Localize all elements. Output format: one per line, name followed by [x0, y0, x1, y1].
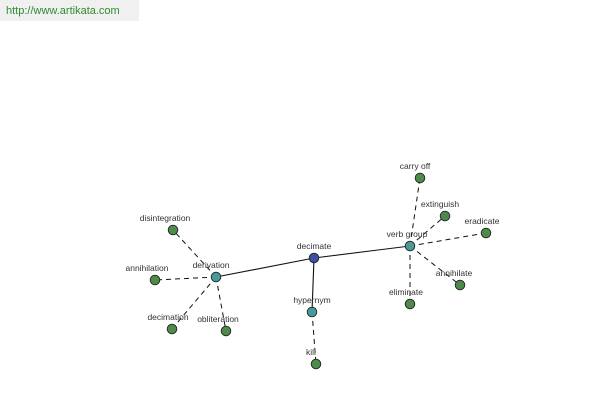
edge-derivation-obliteration: [215, 276, 227, 332]
relation-node-circle-hypernym[interactable]: [306, 306, 318, 318]
center-node-label-decimate: decimate: [297, 241, 332, 251]
word-node-obliteration[interactable]: obliteration: [197, 314, 239, 337]
word-node-label-eradicate: eradicate: [465, 216, 500, 226]
relation-node-label-derivation: derivation: [193, 260, 230, 270]
word-node-label-obliteration: obliteration: [197, 314, 239, 324]
word-node-label-decimation: decimation: [147, 312, 188, 322]
edge-decimate-derivation: [215, 257, 315, 278]
word-node-kill[interactable]: kill: [306, 347, 322, 370]
relation-node-verb-group[interactable]: verb group: [387, 229, 428, 252]
edge-verb-group-eradicate: [409, 232, 487, 247]
relation-node-circle-verb-group[interactable]: [404, 240, 416, 252]
relation-node-label-hypernym: hypernym: [293, 295, 330, 305]
relation-node-label-verb-group: verb group: [387, 229, 428, 239]
word-node-label-carry-off: carry off: [400, 161, 431, 171]
edge-decimate-hypernym: [311, 257, 315, 313]
word-node-eliminate[interactable]: eliminate: [389, 287, 423, 310]
word-node-label-annihilation: annihilation: [125, 263, 168, 273]
edge-verb-group-extinguish: [409, 215, 446, 247]
word-node-circle-carry-off[interactable]: [414, 172, 426, 184]
edge-decimate-verb-group: [313, 245, 411, 259]
word-node-label-kill: kill: [306, 347, 316, 357]
word-node-circle-decimation[interactable]: [166, 323, 178, 335]
graph-edges: [154, 177, 487, 365]
edge-verb-group-carry-off: [409, 177, 421, 247]
word-node-circle-eradicate[interactable]: [480, 227, 492, 239]
word-node-label-annihilate: annihilate: [436, 268, 473, 278]
word-node-label-extinguish: extinguish: [421, 199, 460, 209]
relation-node-hypernym[interactable]: hypernym: [293, 295, 331, 318]
site-url-link[interactable]: http://www.artikata.com: [0, 0, 139, 21]
edge-derivation-decimation: [171, 276, 217, 330]
word-node-annihilate[interactable]: annihilate: [436, 268, 473, 291]
word-node-label-eliminate: eliminate: [389, 287, 423, 297]
word-node-disintegration[interactable]: disintegration: [140, 213, 191, 236]
center-node-circle-decimate[interactable]: [308, 252, 320, 264]
word-node-circle-extinguish[interactable]: [439, 210, 451, 222]
word-node-label-disintegration: disintegration: [140, 213, 191, 223]
relation-node-circle-derivation[interactable]: [210, 271, 222, 283]
word-node-circle-eliminate[interactable]: [404, 298, 416, 310]
word-node-circle-obliteration[interactable]: [220, 325, 232, 337]
word-node-carry-off[interactable]: carry off: [400, 161, 431, 184]
word-node-decimation[interactable]: decimation: [147, 312, 189, 335]
edge-verb-group-annihilate: [409, 245, 461, 286]
word-node-eradicate[interactable]: eradicate: [465, 216, 500, 239]
center-node-decimate[interactable]: decimate: [297, 241, 332, 264]
edge-derivation-disintegration: [172, 229, 217, 278]
word-node-circle-annihilate[interactable]: [454, 279, 466, 291]
word-node-annihilation[interactable]: annihilation: [125, 263, 169, 286]
word-node-circle-kill[interactable]: [310, 358, 322, 370]
edge-derivation-annihilation: [154, 276, 217, 281]
word-node-extinguish[interactable]: extinguish: [421, 199, 460, 222]
word-node-circle-disintegration[interactable]: [167, 224, 179, 236]
word-node-circle-annihilation[interactable]: [149, 274, 161, 286]
graph-nodes: disintegration annihilation decimation obli…: [125, 161, 500, 370]
relation-node-derivation[interactable]: derivation: [193, 260, 230, 283]
